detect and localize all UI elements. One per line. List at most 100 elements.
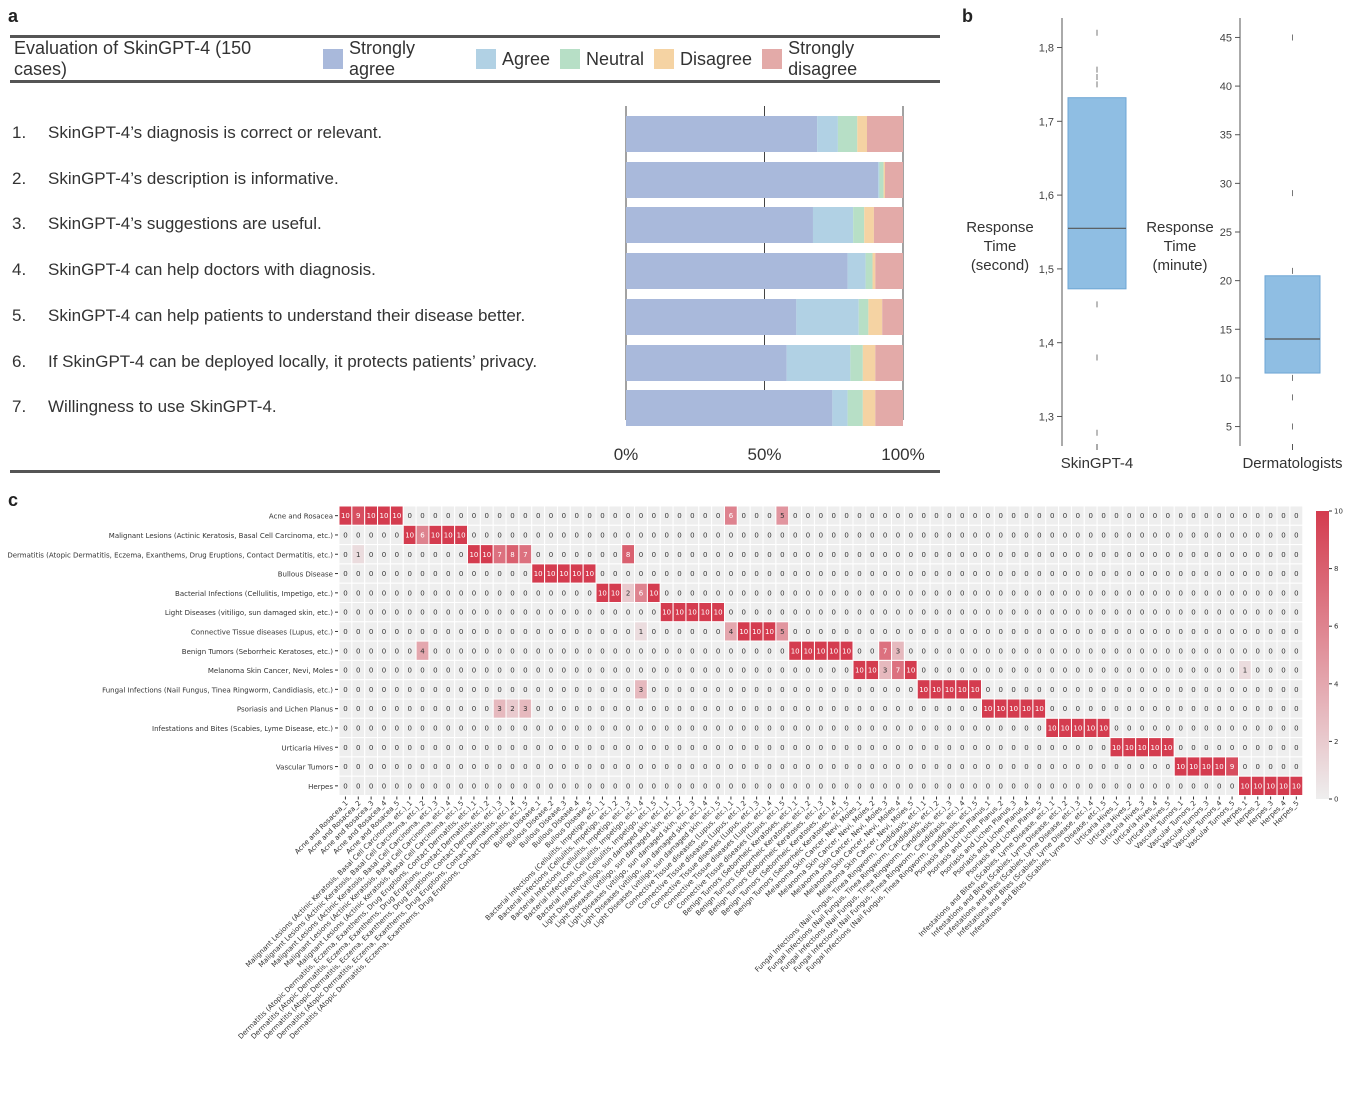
cell-value: 0 — [407, 724, 411, 732]
cell-value: 0 — [1230, 705, 1234, 713]
cell-value: 0 — [536, 551, 540, 559]
row-label: Connective Tissue diseases (Lupus, etc.) — [191, 628, 333, 636]
cell-value: 0 — [446, 744, 450, 752]
question-number: 3. — [12, 214, 27, 233]
cell-value: 0 — [652, 531, 656, 539]
cell-value: 0 — [1127, 705, 1131, 713]
cell-value: 0 — [472, 686, 476, 694]
cell-value: 0 — [844, 570, 848, 578]
cell-value: 0 — [1076, 609, 1080, 617]
row-label: Dermatitis (Atopic Dermatitis, Eczema, E… — [7, 551, 333, 559]
cell-value: 0 — [369, 551, 373, 559]
cell-value: 0 — [613, 724, 617, 732]
cell-value: 0 — [947, 705, 951, 713]
cell-value: 10 — [482, 551, 491, 559]
cell-value: 0 — [973, 647, 977, 655]
cell-value: 0 — [1127, 782, 1131, 790]
cell-value: 10 — [1292, 782, 1301, 790]
cell-value: 0 — [562, 686, 566, 694]
cell-value: 0 — [664, 667, 668, 675]
cell-value: 0 — [921, 531, 925, 539]
cell-value: 0 — [1037, 628, 1041, 636]
cell-value: 0 — [960, 724, 964, 732]
cell-value: 0 — [767, 744, 771, 752]
cell-value: 0 — [690, 724, 694, 732]
cell-value: 0 — [1294, 570, 1298, 578]
cell-value: 0 — [395, 647, 399, 655]
cell-value: 0 — [1204, 724, 1208, 732]
cell-value: 10 — [444, 531, 453, 539]
cell-value: 0 — [472, 763, 476, 771]
cell-value: 0 — [613, 763, 617, 771]
cell-value: 0 — [857, 647, 861, 655]
cell-value: 0 — [870, 570, 874, 578]
cell-value: 10 — [919, 686, 928, 694]
cell-value: 0 — [1050, 763, 1054, 771]
cell-value: 0 — [1178, 647, 1182, 655]
cell-value: 0 — [652, 551, 656, 559]
cell-value: 0 — [1268, 705, 1272, 713]
cell-value: 0 — [999, 763, 1003, 771]
cell-value: 0 — [1230, 589, 1234, 597]
cell-value: 0 — [1191, 705, 1195, 713]
cell-value: 0 — [382, 570, 386, 578]
cell-value: 0 — [1024, 724, 1028, 732]
cell-value: 0 — [1140, 628, 1144, 636]
cell-value: 0 — [703, 647, 707, 655]
cell-value: 0 — [1294, 647, 1298, 655]
row-label: Infestations and Bites (Scabies, Lyme Di… — [152, 725, 333, 733]
cell-value: 0 — [870, 647, 874, 655]
cell-value: 0 — [1037, 647, 1041, 655]
cell-value: 0 — [677, 724, 681, 732]
cell-value: 10 — [804, 647, 813, 655]
cell-value: 0 — [819, 551, 823, 559]
bar-segment — [873, 207, 903, 243]
cell-value: 0 — [472, 609, 476, 617]
cell-value: 0 — [485, 570, 489, 578]
cell-value: 0 — [999, 512, 1003, 520]
cell-value: 0 — [510, 589, 514, 597]
cell-value: 0 — [1011, 570, 1015, 578]
cell-value: 0 — [1204, 551, 1208, 559]
cell-value: 6 — [420, 531, 425, 539]
cell-value: 0 — [1101, 667, 1105, 675]
cell-value: 0 — [420, 589, 424, 597]
cell-value: 0 — [986, 647, 990, 655]
cell-value: 0 — [1166, 686, 1170, 694]
cell-value: 0 — [433, 763, 437, 771]
cell-value: 0 — [600, 705, 604, 713]
cell-value: 0 — [1050, 628, 1054, 636]
cell-value: 0 — [485, 667, 489, 675]
cell-value: 0 — [844, 628, 848, 636]
cell-value: 0 — [767, 512, 771, 520]
cell-value: 10 — [611, 589, 620, 597]
cell-value: 0 — [1243, 724, 1247, 732]
cell-value: 10 — [534, 570, 543, 578]
cell-value: 0 — [973, 512, 977, 520]
cell-value: 0 — [1217, 744, 1221, 752]
cell-value: 0 — [986, 609, 990, 617]
row-label: Bullous Disease — [278, 571, 333, 579]
cell-value: 0 — [844, 724, 848, 732]
cell-value: 0 — [947, 589, 951, 597]
cell-value: 10 — [791, 647, 800, 655]
cell-value: 0 — [1217, 724, 1221, 732]
question-text: SkinGPT-4 can help patients to understan… — [48, 306, 526, 325]
cell-value: 0 — [1127, 667, 1131, 675]
cell-value: 0 — [446, 667, 450, 675]
cell-value: 0 — [896, 744, 900, 752]
cell-value: 0 — [806, 570, 810, 578]
cell-value: 0 — [446, 570, 450, 578]
cell-value: 0 — [1294, 589, 1298, 597]
cell-value: 0 — [407, 782, 411, 790]
cell-value: 0 — [356, 647, 360, 655]
cell-value: 0 — [1114, 686, 1118, 694]
cell-value: 0 — [857, 763, 861, 771]
cell-value: 0 — [433, 782, 437, 790]
cell-value: 0 — [459, 782, 463, 790]
cell-value: 0 — [793, 512, 797, 520]
cell-value: 0 — [1191, 589, 1195, 597]
cell-value: 0 — [1088, 705, 1092, 713]
cell-value: 0 — [639, 744, 643, 752]
cell-value: 0 — [870, 551, 874, 559]
